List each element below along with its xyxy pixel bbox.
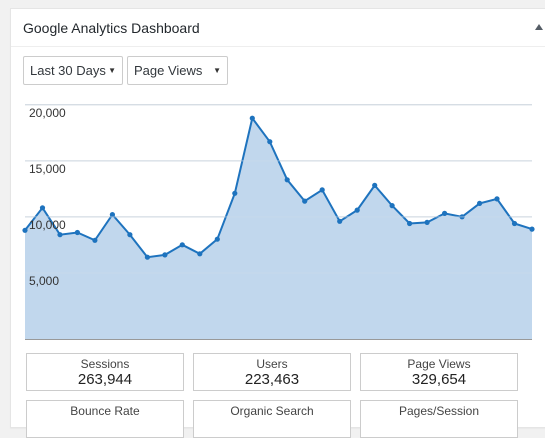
stat-value: 263,944 xyxy=(77,371,133,388)
data-point[interactable] xyxy=(162,252,168,258)
data-point[interactable] xyxy=(354,207,360,213)
y-tick-label: 10,000 xyxy=(29,218,66,232)
stat-pages-session: Pages/Session xyxy=(360,400,518,438)
data-point[interactable] xyxy=(197,251,203,257)
stat-label: Users xyxy=(256,357,288,371)
data-point[interactable] xyxy=(74,229,80,236)
data-point[interactable] xyxy=(214,236,220,242)
data-point[interactable] xyxy=(319,187,325,193)
stat-value: 223,463 xyxy=(244,371,300,388)
widget-title: Google Analytics Dashboard xyxy=(23,20,200,36)
stat-label: Organic Search xyxy=(230,404,314,418)
stat-page-views: Page Views 329,654 xyxy=(360,353,518,391)
stat-label: Sessions xyxy=(80,357,130,371)
stat-organic-search: Organic Search xyxy=(193,400,351,438)
date-range-value: Last 30 Days xyxy=(30,63,106,78)
data-point[interactable] xyxy=(179,242,185,248)
data-point[interactable] xyxy=(477,200,483,206)
data-point[interactable] xyxy=(39,205,46,211)
data-point[interactable] xyxy=(372,182,378,188)
chevron-down-icon: ▼ xyxy=(213,66,221,75)
stat-value: 329,654 xyxy=(411,371,467,388)
triangle-up-icon[interactable] xyxy=(535,24,543,30)
data-point[interactable] xyxy=(407,220,413,227)
widget-header: Google Analytics Dashboard xyxy=(11,9,545,47)
data-point[interactable] xyxy=(389,203,395,209)
y-tick-label: 15,000 xyxy=(29,162,66,176)
data-point[interactable] xyxy=(57,232,63,238)
stat-label: Pages/Session xyxy=(398,404,480,418)
metric-select[interactable]: Page Views ▼ xyxy=(127,56,228,85)
data-point[interactable] xyxy=(424,219,430,225)
y-tick-label: 20,000 xyxy=(29,106,66,120)
data-point[interactable] xyxy=(267,139,273,145)
data-point[interactable] xyxy=(127,232,133,238)
data-point[interactable] xyxy=(249,115,255,121)
stat-label: Page Views xyxy=(407,357,471,371)
chart-area-fill xyxy=(25,118,532,339)
stat-users: Users 223,463 xyxy=(193,353,351,391)
stat-label: Bounce Rate xyxy=(70,404,140,418)
data-point[interactable] xyxy=(442,210,448,216)
y-tick-label: 5,000 xyxy=(29,274,59,288)
data-point[interactable] xyxy=(337,218,343,224)
data-point[interactable] xyxy=(302,198,308,204)
data-point[interactable] xyxy=(232,190,238,196)
stat-sessions: Sessions 263,944 xyxy=(26,353,184,391)
date-range-select[interactable]: Last 30 Days ▼ xyxy=(23,56,123,85)
metric-value: Page Views xyxy=(134,63,203,78)
data-point[interactable] xyxy=(92,237,98,243)
stat-bounce-rate: Bounce Rate xyxy=(26,400,184,438)
data-point[interactable] xyxy=(22,227,28,233)
data-point[interactable] xyxy=(529,226,535,232)
data-point[interactable] xyxy=(494,196,500,202)
chevron-down-icon: ▼ xyxy=(108,66,116,75)
data-point[interactable] xyxy=(109,212,115,218)
data-point[interactable] xyxy=(511,220,518,227)
data-point[interactable] xyxy=(144,254,150,260)
data-point[interactable] xyxy=(284,177,290,183)
page-views-chart: 20,000 15,000 10,000 5,000 xyxy=(22,104,535,340)
